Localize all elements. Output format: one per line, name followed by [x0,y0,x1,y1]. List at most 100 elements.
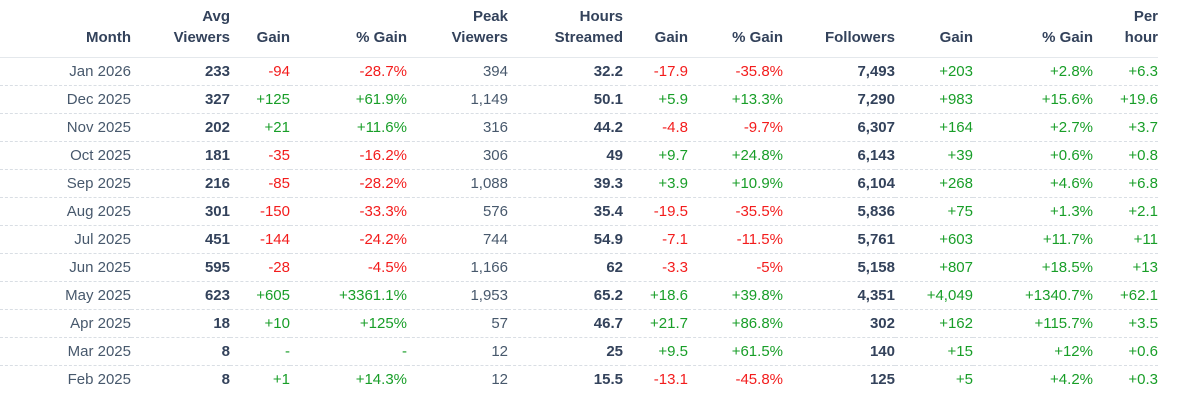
cell-avg-gain-pct: - [402,343,407,360]
table-row: Mar 2025 8 - - 12 25 +9.5 +61.5% 140 +15 +12% +0.6 [0,338,1158,366]
cell-followers: 6,307 [857,119,895,136]
cell-followers: 140 [869,343,895,360]
cell-followers-gain-pct: +4.6% [1050,175,1093,192]
column-header-avg-gain: Gain [230,0,290,58]
cell-per-hour: +0.3 [1128,371,1158,388]
table-row: Apr 2025 18 +10 +125% 57 46.7 +21.7 +86.8% 302 +1… [0,310,1158,338]
cell-hours-gain: +3.9 [658,175,688,192]
cell-followers: 302 [869,315,895,332]
stats-table-header: Month Avg Viewers Gain % Gain Peak Viewe… [0,0,1158,58]
cell-peak-viewers: 576 [482,203,508,220]
cell-peak-viewers: 1,149 [470,91,508,108]
cell-avg-gain-pct: -4.5% [367,259,407,276]
cell-per-hour: +0.8 [1128,147,1158,164]
cell-followers-gain: +39 [947,147,973,164]
column-header-month: Month [0,0,131,58]
table-row: Aug 2025 301 -150 -33.3% 576 35.4 -19.5 -35.5% 5… [0,198,1158,226]
cell-month: Dec 2025 [66,91,131,108]
cell-hours-gain-pct: -35.5% [735,203,783,220]
cell-hours-gain: +5.9 [658,91,688,108]
cell-followers-gain-pct: +15.6% [1041,91,1093,108]
cell-avg-gain-pct: -16.2% [359,147,407,164]
cell-hours-streamed: 39.3 [593,175,623,192]
cell-avg-gain-pct: -33.3% [359,203,407,220]
cell-avg-viewers: 8 [221,371,230,388]
cell-avg-viewers: 595 [204,259,230,276]
column-header-followers: Followers [783,0,895,58]
cell-per-hour: +6.8 [1128,175,1158,192]
cell-hours-gain-pct: +13.3% [731,91,783,108]
column-header-avg-gain-pct: % Gain [290,0,407,58]
cell-followers-gain: +162 [939,315,973,332]
cell-hours-gain-pct: -11.5% [736,231,783,248]
table-row: Oct 2025 181 -35 -16.2% 306 49 +9.7 +24.8% 6,143… [0,142,1158,170]
cell-avg-gain: +1 [272,371,290,388]
cell-month: Apr 2025 [70,315,131,332]
cell-per-hour: +0.6 [1128,343,1158,360]
cell-peak-viewers: 306 [482,147,508,164]
cell-avg-gain: +605 [256,287,290,304]
cell-avg-gain-pct: -28.2% [359,175,407,192]
cell-month: Sep 2025 [66,175,131,192]
cell-avg-viewers: 451 [204,231,230,248]
cell-followers-gain: +164 [939,119,973,136]
cell-hours-gain-pct: -9.7% [743,119,783,136]
column-header-hours-gain: Gain [623,0,688,58]
cell-avg-viewers: 233 [204,63,230,80]
cell-hours-gain-pct: -45.8% [735,371,783,388]
cell-month: May 2025 [65,287,131,304]
cell-avg-gain-pct: +3361.1% [339,287,407,304]
stats-table: Month Avg Viewers Gain % Gain Peak Viewe… [0,0,1158,394]
cell-month: Jan 2026 [69,63,131,80]
cell-avg-viewers: 18 [213,315,230,332]
cell-followers: 125 [869,371,895,388]
cell-hours-gain: +18.6 [650,287,688,304]
cell-month: Jun 2025 [69,259,131,276]
cell-hours-streamed: 25 [606,343,623,360]
table-row: Dec 2025 327 +125 +61.9% 1,149 50.1 +5.9 +13.3%… [0,86,1158,114]
cell-hours-streamed: 35.4 [593,203,623,220]
cell-hours-gain-pct: +61.5% [731,343,783,360]
cell-followers: 5,158 [857,259,895,276]
cell-avg-gain-pct: +61.9% [355,91,407,108]
cell-per-hour: +62.1 [1120,287,1158,304]
stats-table-body: Jan 2026 233 -94 -28.7% 394 32.2 -17.9 -35.8% 7,… [0,58,1158,394]
cell-hours-streamed: 50.1 [593,91,623,108]
cell-peak-viewers: 744 [482,231,508,248]
cell-hours-streamed: 62 [606,259,623,276]
cell-per-hour: +2.1 [1128,203,1158,220]
column-header-avg-viewers: Avg Viewers [131,0,230,58]
cell-peak-viewers: 1,953 [470,287,508,304]
cell-followers: 7,493 [857,63,895,80]
cell-avg-viewers: 8 [221,343,230,360]
cell-avg-gain-pct: -24.2% [359,231,407,248]
cell-followers-gain-pct: +1340.7% [1025,287,1093,304]
cell-followers-gain-pct: +0.6% [1050,147,1093,164]
cell-peak-viewers: 12 [491,371,508,388]
cell-avg-gain: - [285,343,290,360]
cell-avg-gain: -85 [268,175,290,192]
cell-hours-gain: +9.7 [658,147,688,164]
cell-avg-gain: -94 [268,63,290,80]
cell-avg-gain: -35 [268,147,290,164]
cell-followers: 5,836 [857,203,895,220]
cell-hours-streamed: 54.9 [593,231,623,248]
cell-hours-streamed: 46.7 [593,315,623,332]
cell-month: Aug 2025 [66,203,131,220]
cell-hours-gain: +9.5 [658,343,688,360]
cell-hours-streamed: 49 [606,147,623,164]
cell-avg-viewers: 216 [204,175,230,192]
cell-month: Oct 2025 [70,147,131,164]
cell-hours-gain: -3.3 [662,259,688,276]
cell-hours-streamed: 32.2 [593,63,623,80]
cell-avg-gain: -28 [268,259,290,276]
cell-hours-gain: -7.1 [662,231,688,248]
column-header-peak-viewers: Peak Viewers [407,0,508,58]
cell-avg-gain: +125 [256,91,290,108]
cell-hours-gain-pct: -5% [756,259,783,276]
cell-followers-gain: +5 [955,371,973,388]
cell-hours-gain-pct: +24.8% [731,147,783,164]
cell-hours-streamed: 44.2 [593,119,623,136]
cell-peak-viewers: 316 [482,119,508,136]
cell-followers: 5,761 [857,231,895,248]
